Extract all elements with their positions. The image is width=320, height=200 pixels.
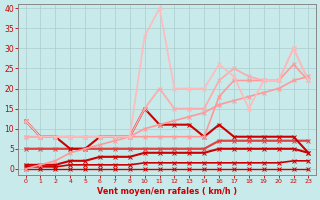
X-axis label: Vent moyen/en rafales ( km/h ): Vent moyen/en rafales ( km/h ): [97, 187, 237, 196]
